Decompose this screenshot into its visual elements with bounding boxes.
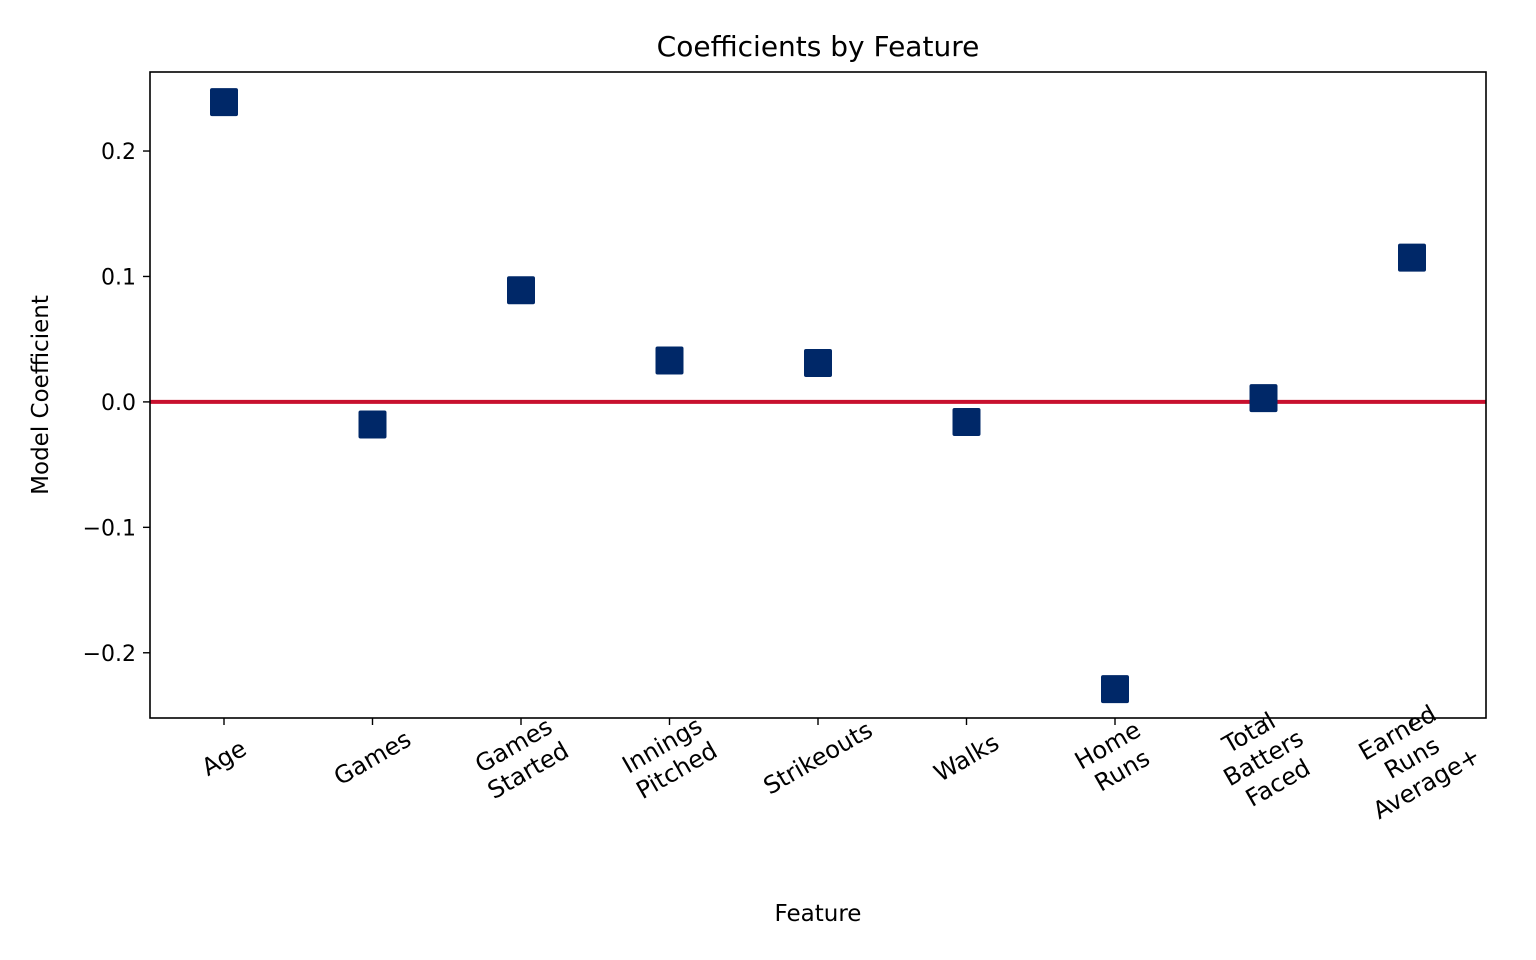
data-marks	[210, 88, 1426, 704]
chart-title: Coefficients by Feature	[657, 30, 980, 63]
data-point-6	[1101, 675, 1129, 704]
data-point-3	[655, 346, 684, 375]
x-tick-label-4-0: Strikeouts	[759, 716, 878, 801]
y-axis-label: Model Coefficient	[28, 295, 54, 495]
plot-frame	[149, 71, 1487, 719]
x-tick-label-group-4: Strikeouts	[759, 716, 878, 801]
data-point-8	[1398, 243, 1426, 272]
data-point-4	[804, 349, 832, 378]
y-axis: −0.2 −0.1 0.0 0.1 0.2	[83, 140, 150, 667]
x-tick-label-group-5: Walks	[929, 728, 1004, 787]
y-tick-label-2: 0.0	[101, 391, 136, 416]
x-tick-label-group-0: Age	[197, 734, 251, 781]
data-point-5	[952, 407, 981, 436]
x-axis-label: Feature	[775, 901, 862, 927]
x-tick-label-5-0: Walks	[929, 728, 1004, 787]
y-tick-label-4: 0.2	[101, 140, 136, 165]
x-tick-label-group-1: Games	[329, 725, 416, 791]
y-tick-label-1: −0.1	[83, 516, 136, 541]
y-tick-label-3: 0.1	[101, 265, 136, 290]
data-point-1	[358, 410, 387, 439]
y-tick-label-0: −0.2	[83, 642, 136, 667]
x-tick-label-0-0: Age	[197, 734, 251, 781]
x-tick-label-1-0: Games	[329, 725, 416, 791]
data-point-7	[1249, 384, 1278, 413]
data-point-0	[210, 88, 238, 117]
data-point-2	[507, 276, 535, 305]
plot-area	[149, 71, 1487, 719]
